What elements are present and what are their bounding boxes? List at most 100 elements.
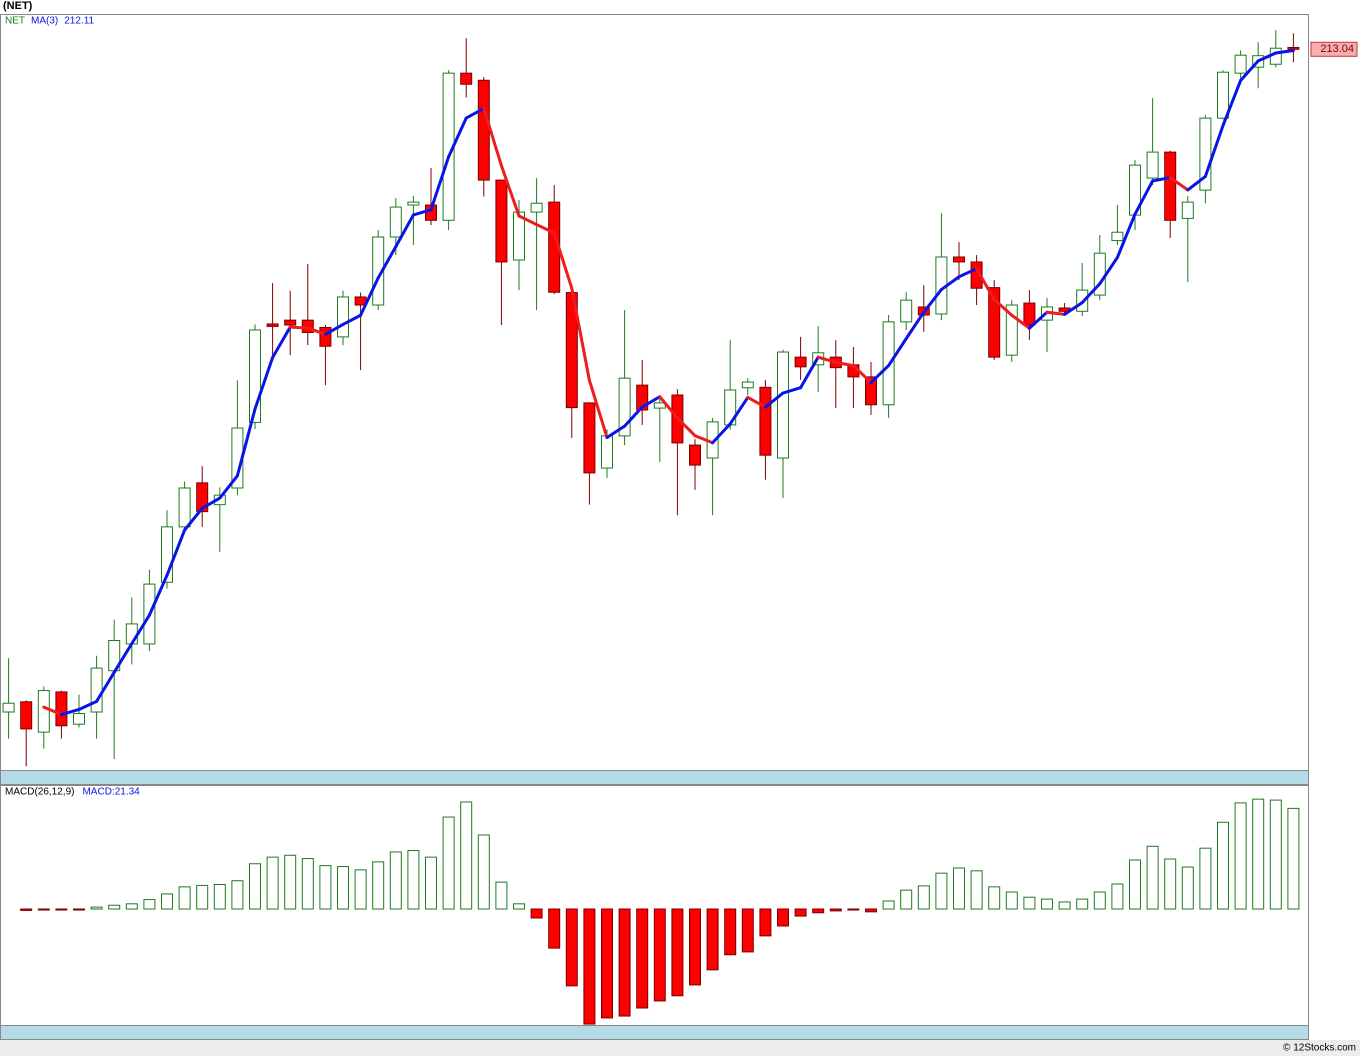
macd-bar (249, 863, 261, 910)
ma-line-segment (587, 378, 609, 439)
ma-line-segment (1098, 255, 1119, 286)
macd-bar (689, 908, 701, 986)
ma-line-segment (957, 267, 979, 279)
macd-bar (583, 908, 596, 1025)
ma-line-segment (799, 355, 820, 390)
ma-line-segment (59, 707, 81, 717)
ma-line-segment (1063, 301, 1084, 316)
macd-bar (407, 850, 420, 910)
candle-body (1234, 54, 1247, 74)
macd-bar (477, 834, 490, 910)
macd-bar (1111, 883, 1124, 910)
macd-bar (1005, 891, 1018, 910)
candle-body (794, 356, 807, 368)
ma-line-segment (711, 422, 732, 445)
macd-bar (1129, 859, 1141, 910)
macd-bar (759, 908, 772, 937)
macd-bar (653, 908, 666, 1002)
macd-bar (724, 908, 737, 956)
macd-bar (565, 908, 578, 987)
ma-line-segment (1168, 176, 1190, 192)
ma-line-segment (1027, 310, 1049, 330)
legend-ticker: NET (5, 16, 25, 27)
candle-body (460, 72, 473, 85)
macd-bar (1023, 896, 1036, 910)
macd-bar (1041, 898, 1053, 910)
candle-body (196, 482, 209, 513)
ma-line-segment (904, 310, 926, 341)
legend-ma: MA(3) (31, 16, 58, 27)
ma-line-segment (200, 496, 222, 510)
ma-line-segment (658, 395, 679, 420)
macd-bar (266, 856, 279, 910)
ma-line-segment (42, 705, 63, 717)
ma-line-segment (1256, 51, 1278, 63)
candle-body (1111, 231, 1124, 242)
candle-body (178, 487, 191, 528)
ma-line-segment (394, 213, 415, 249)
ma-line-segment (992, 298, 1014, 317)
ma-line-segment (411, 208, 433, 217)
macd-bar (178, 886, 191, 910)
footer: © 12Stocks.com (1283, 1043, 1356, 1054)
ma-line-segment (447, 116, 468, 159)
macd-bar (389, 851, 402, 910)
candle-body (495, 179, 508, 263)
ma-line-segment (218, 474, 239, 500)
ma-line-segment (464, 106, 486, 120)
macd-bar (213, 883, 226, 910)
macd-bar (1287, 807, 1300, 910)
ma-line-segment (147, 573, 169, 617)
candle-body (2, 702, 15, 713)
ma-line-segment (253, 356, 275, 411)
macd-bar (865, 908, 877, 913)
ma-line-segment (816, 355, 838, 364)
candle-body (73, 713, 85, 725)
ma-line-segment (1080, 282, 1102, 305)
ma-line-segment (1239, 59, 1260, 83)
candle-body (618, 377, 631, 437)
macd-bar (284, 854, 297, 910)
ma-line-segment (1045, 310, 1067, 316)
macd-bar (73, 908, 85, 911)
candle-body (900, 299, 913, 323)
candle-body (689, 444, 701, 466)
macd-bar (935, 872, 948, 910)
ma-line-segment (323, 322, 345, 336)
candle-body (636, 384, 649, 411)
candle-body (741, 381, 754, 389)
candle-body (55, 691, 68, 727)
macd-bar (337, 866, 349, 910)
macd-bar (372, 861, 385, 910)
ma-line-segment (746, 395, 767, 409)
ma-line-segment (570, 286, 591, 382)
ma-line-segment (851, 364, 873, 385)
ma-line-segment (1221, 79, 1243, 128)
macd-current-value: 21.34 (115, 787, 140, 798)
marks (2, 30, 1300, 1025)
candle-body (1146, 151, 1159, 179)
macd-bar (425, 856, 437, 910)
macd-current-label: MACD: (82, 787, 114, 798)
macd-bar (460, 801, 473, 910)
candle-body (970, 261, 983, 289)
macd-bar (530, 908, 543, 919)
macd-bar (1234, 802, 1247, 910)
ma-line-segment (535, 223, 556, 235)
ma-line-segment (869, 364, 891, 385)
macd-bar (812, 908, 825, 914)
ma-line-segment (1151, 176, 1172, 183)
ma-line-segment (271, 325, 292, 360)
macd-bar (1164, 858, 1177, 910)
ma-line-segment (939, 275, 961, 292)
candle-body (161, 526, 173, 583)
ma-line-segment (728, 395, 750, 426)
candle-body (337, 296, 349, 338)
macd-bar (618, 908, 631, 1017)
candle-body (777, 351, 789, 459)
candle-body (1181, 201, 1194, 219)
macd-bar (988, 886, 1001, 910)
ma-line-segment (975, 267, 996, 302)
macd-bar (301, 858, 314, 910)
